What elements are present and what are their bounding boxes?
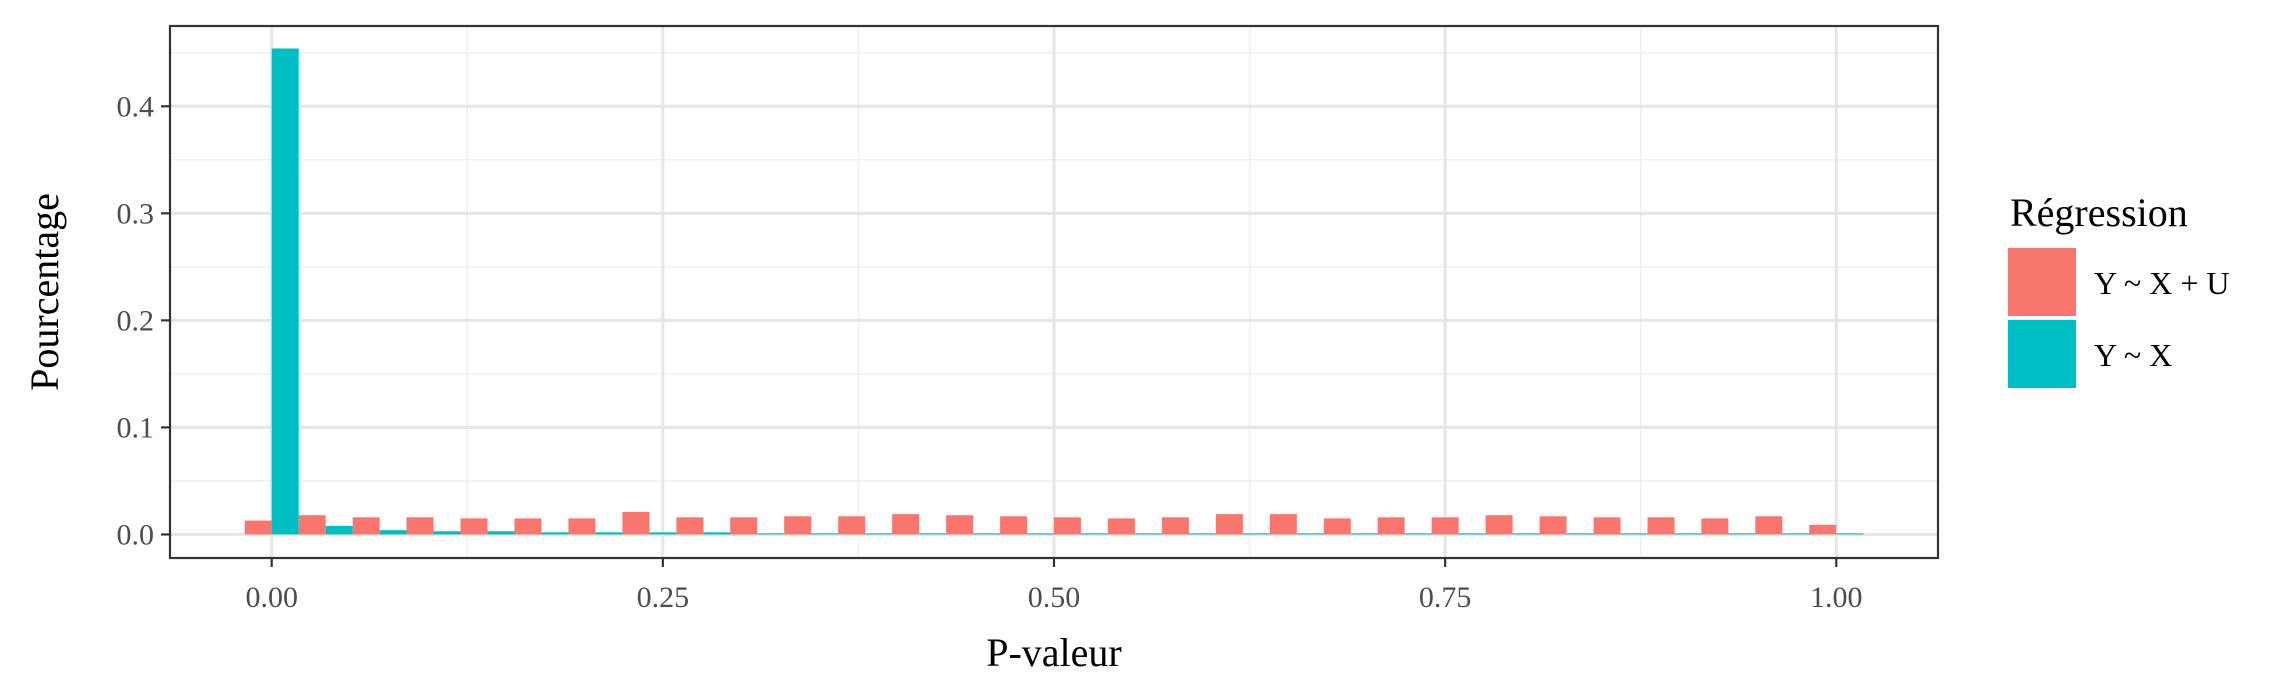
bar <box>1674 533 1702 535</box>
bar <box>244 520 272 535</box>
bar <box>865 533 893 535</box>
bar <box>1836 533 1864 535</box>
y-axis: 0.0 0.1 0.2 0.3 0.4 <box>117 90 170 551</box>
legend-items: Y ~ X + U Y ~ X <box>2008 248 2230 388</box>
x-tick-label: 0.50 <box>1028 581 1081 614</box>
bar <box>1728 533 1756 535</box>
legend: Régression Y ~ X + U Y ~ X <box>2008 190 2230 388</box>
bar <box>1161 517 1189 535</box>
bar <box>460 518 488 535</box>
bar <box>1377 517 1405 535</box>
bar <box>1620 533 1648 535</box>
bar <box>919 533 947 535</box>
bar <box>298 515 326 535</box>
bar <box>622 511 650 535</box>
bar <box>352 517 380 535</box>
bars <box>244 48 1864 535</box>
legend-key <box>2008 320 2076 388</box>
bar <box>1027 533 1055 535</box>
bar <box>1809 524 1837 535</box>
bar <box>676 517 704 535</box>
bar <box>1701 518 1729 535</box>
bar <box>1215 514 1243 535</box>
y-tick-label: 0.2 <box>117 304 155 337</box>
bar <box>1782 533 1810 535</box>
bar <box>649 532 677 535</box>
x-tick-label: 1.00 <box>1810 581 1863 614</box>
y-axis-title: Pourcentage <box>22 193 67 391</box>
bar <box>1458 533 1486 535</box>
bar <box>379 530 407 535</box>
bar <box>1269 514 1297 535</box>
x-axis-title: P-valeur <box>986 630 1122 675</box>
bar <box>1404 533 1432 535</box>
bar <box>541 532 569 535</box>
bar <box>1296 533 1324 535</box>
bar <box>703 532 731 535</box>
bar <box>973 533 1001 535</box>
legend-label: Y ~ X + U <box>2094 265 2230 301</box>
bar <box>433 531 461 535</box>
bar <box>271 48 299 535</box>
bar <box>1431 517 1459 535</box>
bar <box>1053 517 1081 535</box>
legend-label: Y ~ X <box>2094 337 2172 373</box>
bar <box>1242 533 1270 535</box>
bar <box>1080 533 1108 535</box>
bar <box>1755 516 1783 535</box>
bar <box>1566 533 1594 535</box>
bar <box>892 514 920 535</box>
bar <box>811 533 839 535</box>
bar <box>514 518 542 535</box>
bar <box>1485 515 1513 535</box>
bar <box>838 516 866 535</box>
y-tick-label: 0.4 <box>117 90 155 123</box>
x-tick-label: 0.25 <box>637 581 690 614</box>
bar <box>1512 533 1540 535</box>
legend-title: Régression <box>2010 190 2188 235</box>
y-tick-label: 0.0 <box>117 518 155 551</box>
bar <box>1000 516 1028 535</box>
bar <box>325 525 353 535</box>
y-tick-label: 0.1 <box>117 411 155 444</box>
bar <box>1188 533 1216 535</box>
legend-key <box>2008 248 2076 316</box>
bar <box>1593 517 1621 535</box>
x-axis: 0.00 0.25 0.50 0.75 1.00 <box>245 558 1863 614</box>
bar <box>1107 518 1135 535</box>
bar <box>946 515 974 535</box>
bar <box>595 532 623 535</box>
bar <box>730 517 758 535</box>
bar <box>1647 517 1675 535</box>
bar <box>487 531 515 535</box>
bar <box>568 518 596 535</box>
bar <box>1134 533 1162 535</box>
bar <box>1323 518 1351 535</box>
bar <box>784 516 812 535</box>
bar <box>1350 533 1378 535</box>
x-tick-label: 0.75 <box>1419 581 1472 614</box>
bar <box>406 517 434 535</box>
y-tick-label: 0.3 <box>117 197 155 230</box>
x-tick-label: 0.00 <box>245 581 298 614</box>
bar <box>757 533 785 535</box>
bar <box>1539 516 1567 535</box>
